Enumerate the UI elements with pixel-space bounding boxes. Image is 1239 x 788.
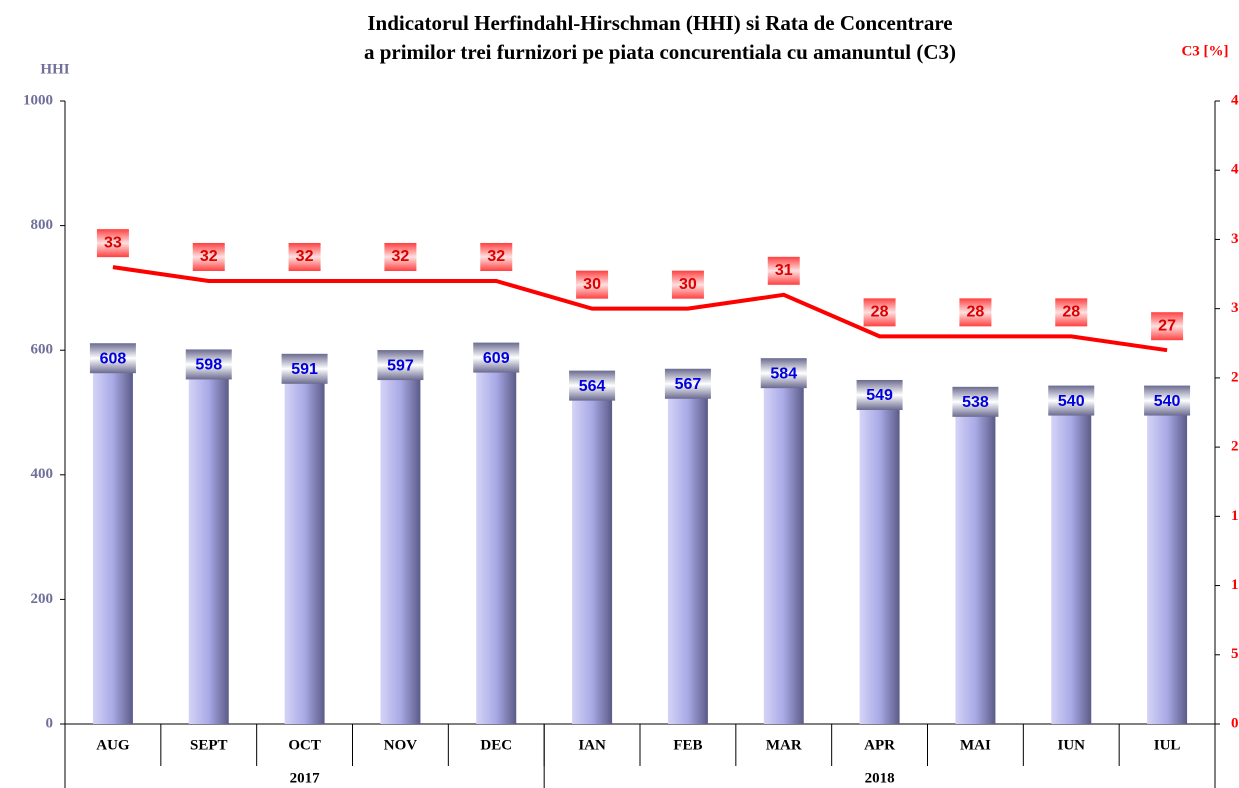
- y2-tick-label: 10: [1231, 577, 1239, 593]
- bar-label: 597: [387, 357, 414, 374]
- x-tick-label: APR: [864, 737, 895, 753]
- bar: [955, 388, 996, 724]
- line-label: 30: [583, 276, 601, 293]
- bar-label-box: [569, 370, 616, 401]
- line-label: 28: [967, 304, 985, 321]
- x-tick-label: FEB: [673, 737, 702, 753]
- line-label: 32: [487, 248, 505, 265]
- bar-label-box: [281, 353, 328, 384]
- line-label-box: [671, 270, 704, 299]
- line-label: 33: [104, 234, 122, 251]
- group-label: 2018: [865, 770, 895, 786]
- y-tick-label: 600: [31, 342, 54, 358]
- x-tick-label: IUN: [1057, 737, 1085, 753]
- line-label-box: [96, 229, 129, 258]
- group-label: 2017: [290, 770, 321, 786]
- x-tick-label: OCT: [288, 737, 321, 753]
- bar: [476, 344, 517, 724]
- x-tick-label: MAI: [960, 737, 991, 753]
- line-label-box: [959, 298, 992, 327]
- y-tick-label: 0: [46, 715, 54, 731]
- bar-label-box: [1048, 385, 1095, 416]
- y2-axis-label: C3 [%]: [1181, 43, 1228, 59]
- bar-label: 584: [770, 365, 797, 382]
- line-label: 28: [871, 304, 889, 321]
- line-label-box: [480, 242, 513, 271]
- line-label: 32: [200, 248, 218, 265]
- bar-label-box: [185, 349, 232, 380]
- y-tick-label: 200: [31, 591, 54, 607]
- bar: [763, 360, 804, 724]
- y2-tick-label: 35: [1231, 231, 1239, 247]
- line-label: 31: [775, 262, 793, 279]
- line-label-box: [1151, 312, 1184, 341]
- line-label: 30: [679, 276, 697, 293]
- x-tick-label: MAR: [766, 737, 802, 753]
- bar-label-box: [760, 358, 807, 389]
- y2-tick-label: 30: [1231, 300, 1239, 316]
- bar: [92, 345, 133, 724]
- bar-label-box: [664, 368, 711, 399]
- chart-subtitle: a primilor trei furnizori pe piata concu…: [364, 40, 956, 64]
- bar: [1051, 387, 1092, 724]
- bar-label-box: [377, 350, 424, 381]
- line-label: 27: [1158, 317, 1176, 334]
- x-tick-label: IUL: [1154, 737, 1181, 753]
- line-label-box: [288, 242, 321, 271]
- y2-tick-label: 15: [1231, 508, 1239, 524]
- bar-label: 540: [1154, 393, 1181, 410]
- bar: [667, 370, 708, 724]
- bar-label: 564: [579, 378, 606, 395]
- y2-tick-label: 0: [1231, 715, 1239, 731]
- y-tick-label: 800: [31, 217, 54, 233]
- y2-tick-label: 45: [1231, 92, 1239, 108]
- y2-tick-label: 25: [1231, 369, 1239, 385]
- y2-tick-label: 20: [1231, 439, 1239, 455]
- y2-tick-label: 40: [1231, 162, 1239, 178]
- bar-label: 567: [675, 376, 702, 393]
- x-tick-label: DEC: [480, 737, 512, 753]
- line-label-box: [576, 270, 609, 299]
- line-label: 32: [392, 248, 410, 265]
- bar-label: 538: [962, 394, 989, 411]
- y2-tick-label: 5: [1231, 646, 1239, 662]
- bar-label-box: [856, 379, 903, 410]
- bar-label: 591: [291, 361, 318, 378]
- line-label-box: [767, 256, 800, 285]
- bar: [859, 381, 900, 724]
- bar: [1147, 387, 1188, 724]
- bar: [380, 352, 421, 724]
- bar-label: 598: [195, 357, 222, 374]
- bar-label-box: [1144, 385, 1191, 416]
- y-axis-label: HHI: [40, 61, 69, 77]
- bar-label: 608: [100, 350, 127, 367]
- bar-label-box: [89, 343, 136, 374]
- bar-label: 549: [866, 387, 893, 404]
- bar: [284, 355, 325, 724]
- line: [112, 265, 1168, 353]
- bar: [572, 372, 613, 724]
- y-tick-label: 400: [31, 466, 54, 482]
- line-label-box: [863, 298, 896, 327]
- bar-label: 609: [483, 350, 510, 367]
- line-label: 32: [296, 248, 314, 265]
- line-label-box: [384, 242, 417, 271]
- chart-title: Indicatorul Herfindahl-Hirschman (HHI) s…: [367, 11, 952, 35]
- x-tick-label: SEPT: [190, 737, 228, 753]
- y-tick-label: 1000: [23, 92, 53, 108]
- x-tick-label: NOV: [384, 737, 418, 753]
- line-label-box: [1055, 298, 1088, 327]
- bar-label-box: [952, 386, 999, 417]
- bar-label-box: [473, 342, 520, 373]
- x-tick-label: IAN: [578, 737, 606, 753]
- bar: [188, 351, 229, 724]
- line-label: 28: [1062, 304, 1080, 321]
- bar-label: 540: [1058, 393, 1085, 410]
- line-label-box: [192, 242, 225, 271]
- x-tick-label: AUG: [96, 737, 130, 753]
